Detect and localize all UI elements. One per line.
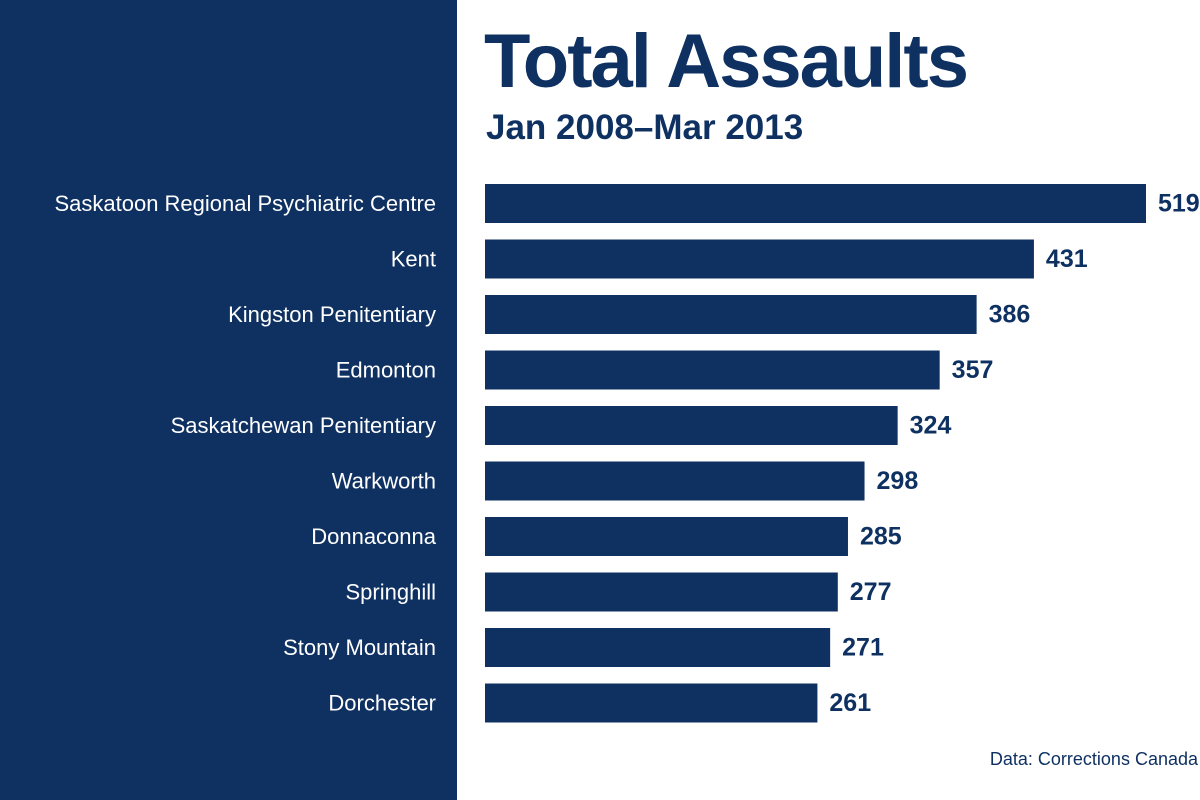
value-label: 298: [877, 467, 919, 495]
bar: [485, 517, 848, 556]
bar: [485, 295, 977, 334]
bar: [485, 184, 1146, 223]
value-label: 386: [989, 301, 1031, 329]
bar: [485, 628, 831, 667]
bar: [485, 461, 865, 501]
category-label: Warkworth: [332, 469, 436, 494]
value-label: 519: [1158, 190, 1200, 218]
category-label: Donnaconna: [311, 524, 437, 549]
chart-subtitle: Jan 2008–Mar 2013: [486, 108, 804, 147]
source-note: Data: Corrections Canada: [989, 749, 1198, 769]
bar: [485, 350, 940, 390]
value-label: 431: [1046, 245, 1088, 273]
category-label: Saskatoon Regional Psychiatric Centre: [54, 191, 436, 216]
category-label: Dorchester: [328, 691, 436, 716]
value-label: 285: [860, 523, 902, 551]
bar: [485, 406, 898, 445]
category-panel: [0, 0, 457, 800]
value-label: 261: [829, 689, 871, 717]
category-label: Springhill: [346, 580, 437, 605]
value-label: 324: [910, 412, 952, 440]
chart-title: Total Assaults: [484, 19, 969, 104]
bar: [485, 572, 838, 612]
bar: [485, 239, 1034, 279]
value-label: 271: [842, 634, 884, 662]
category-label: Kingston Penitentiary: [228, 302, 436, 327]
category-label: Stony Mountain: [283, 635, 436, 660]
category-label: Kent: [391, 247, 436, 272]
bar: [485, 683, 818, 723]
value-label: 277: [850, 578, 892, 606]
category-label: Saskatchewan Penitentiary: [171, 413, 436, 438]
value-label: 357: [952, 356, 994, 384]
category-label: Edmonton: [336, 358, 436, 383]
